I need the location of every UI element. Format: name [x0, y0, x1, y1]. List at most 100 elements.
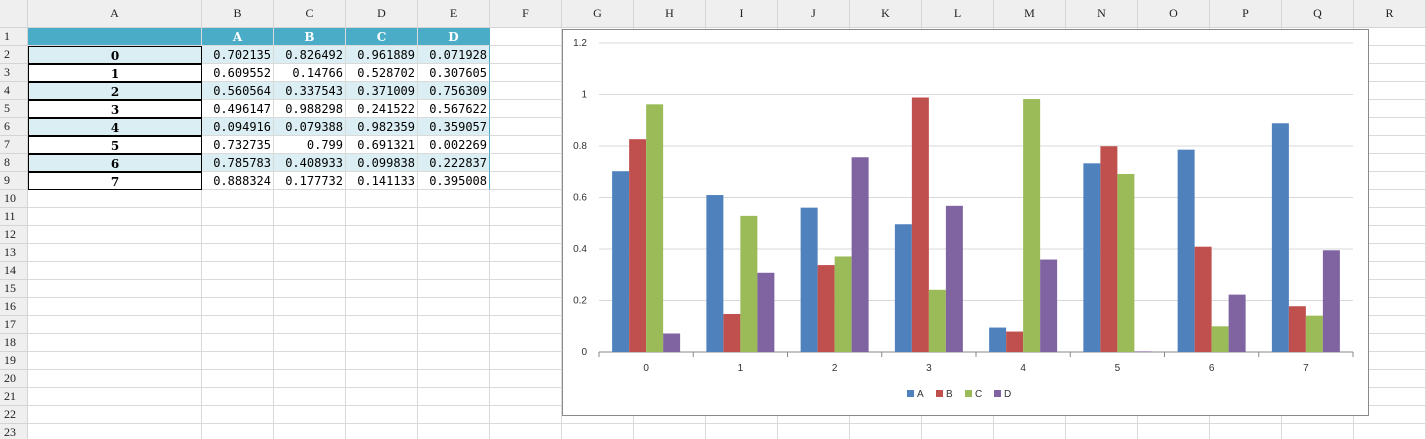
grid-cell[interactable] — [346, 370, 418, 388]
grid-cell[interactable] — [418, 352, 490, 370]
table-value-cell[interactable]: 0.496147 — [202, 100, 274, 118]
grid-cell[interactable] — [28, 226, 202, 244]
grid-cell[interactable] — [418, 424, 490, 439]
table-value-cell[interactable]: 0.071928 — [418, 46, 490, 64]
column-header-l[interactable]: L — [922, 0, 994, 28]
column-header-m[interactable]: M — [994, 0, 1066, 28]
row-header-21[interactable]: 21 — [0, 388, 28, 406]
row-header-19[interactable]: 19 — [0, 352, 28, 370]
grid-cell[interactable] — [28, 388, 202, 406]
row-header-20[interactable]: 20 — [0, 370, 28, 388]
table-index-cell[interactable]: 5 — [28, 136, 202, 154]
grid-cell[interactable] — [490, 154, 562, 172]
grid-cell[interactable] — [28, 298, 202, 316]
table-header-d[interactable]: D — [418, 28, 490, 46]
table-value-cell[interactable]: 0.961889 — [346, 46, 418, 64]
grid-cell[interactable] — [1066, 424, 1138, 439]
table-header-a[interactable]: A — [202, 28, 274, 46]
table-value-cell[interactable]: 0.408933 — [274, 154, 346, 172]
table-value-cell[interactable]: 0.307605 — [418, 64, 490, 82]
table-value-cell[interactable]: 0.988298 — [274, 100, 346, 118]
grid-cell[interactable] — [202, 406, 274, 424]
table-value-cell[interactable]: 0.826492 — [274, 46, 346, 64]
table-index-cell[interactable]: 4 — [28, 118, 202, 136]
row-header-11[interactable]: 11 — [0, 208, 28, 226]
grid-cell[interactable] — [202, 226, 274, 244]
grid-cell[interactable] — [202, 262, 274, 280]
grid-cell[interactable] — [28, 316, 202, 334]
grid-cell[interactable] — [634, 424, 706, 439]
column-header-a[interactable]: A — [28, 0, 202, 28]
row-header-4[interactable]: 4 — [0, 82, 28, 100]
grid-cell[interactable] — [346, 208, 418, 226]
grid-cell[interactable] — [202, 244, 274, 262]
grid-cell[interactable] — [346, 190, 418, 208]
grid-cell[interactable] — [490, 118, 562, 136]
grid-cell[interactable] — [346, 262, 418, 280]
row-header-7[interactable]: 7 — [0, 136, 28, 154]
grid-cell[interactable] — [202, 280, 274, 298]
table-value-cell[interactable]: 0.141133 — [346, 172, 418, 190]
grid-cell[interactable] — [490, 298, 562, 316]
grid-cell[interactable] — [28, 280, 202, 298]
grid-cell[interactable] — [418, 388, 490, 406]
grid-cell[interactable] — [274, 244, 346, 262]
table-value-cell[interactable]: 0.099838 — [346, 154, 418, 172]
column-header-h[interactable]: H — [634, 0, 706, 28]
table-value-cell[interactable]: 0.888324 — [202, 172, 274, 190]
grid-cell[interactable] — [202, 190, 274, 208]
grid-cell[interactable] — [28, 352, 202, 370]
table-header-c[interactable]: C — [346, 28, 418, 46]
column-header-k[interactable]: K — [850, 0, 922, 28]
row-header-22[interactable]: 22 — [0, 406, 28, 424]
row-header-15[interactable]: 15 — [0, 280, 28, 298]
column-header-e[interactable]: E — [418, 0, 490, 28]
column-header-i[interactable]: I — [706, 0, 778, 28]
grid-cell[interactable] — [346, 352, 418, 370]
grid-cell[interactable] — [562, 424, 634, 439]
grid-cell[interactable] — [274, 316, 346, 334]
grid-cell[interactable] — [202, 298, 274, 316]
grid-cell[interactable] — [1354, 424, 1426, 439]
table-value-cell[interactable]: 0.528702 — [346, 64, 418, 82]
table-value-cell[interactable]: 0.982359 — [346, 118, 418, 136]
grid-cell[interactable] — [28, 406, 202, 424]
grid-cell[interactable] — [28, 190, 202, 208]
grid-cell[interactable] — [490, 280, 562, 298]
table-header-index[interactable] — [28, 28, 202, 46]
row-header-16[interactable]: 16 — [0, 298, 28, 316]
grid-cell[interactable] — [490, 334, 562, 352]
grid-cell[interactable] — [418, 280, 490, 298]
bar-chart[interactable]: 0 0.2 0.4 0.6 0.8 1 1.2 0 1 2 3 4 5 6 7 A B C D — [562, 29, 1369, 416]
grid-cell[interactable] — [922, 424, 994, 439]
grid-cell[interactable] — [490, 388, 562, 406]
table-value-cell[interactable]: 0.785783 — [202, 154, 274, 172]
grid-cell[interactable] — [202, 352, 274, 370]
row-header-9[interactable]: 9 — [0, 172, 28, 190]
grid-cell[interactable] — [202, 370, 274, 388]
grid-cell[interactable] — [418, 262, 490, 280]
grid-cell[interactable] — [490, 244, 562, 262]
grid-cell[interactable] — [28, 424, 202, 439]
table-value-cell[interactable]: 0.002269 — [418, 136, 490, 154]
column-header-d[interactable]: D — [346, 0, 418, 28]
table-value-cell[interactable]: 0.560564 — [202, 82, 274, 100]
grid-cell[interactable] — [490, 64, 562, 82]
row-header-13[interactable]: 13 — [0, 244, 28, 262]
grid-cell[interactable] — [418, 370, 490, 388]
grid-cell[interactable] — [28, 208, 202, 226]
row-header-1[interactable]: 1 — [0, 28, 28, 46]
grid-cell[interactable] — [274, 334, 346, 352]
grid-cell[interactable] — [274, 424, 346, 439]
grid-cell[interactable] — [202, 208, 274, 226]
grid-cell[interactable] — [490, 316, 562, 334]
grid-cell[interactable] — [490, 190, 562, 208]
grid-cell[interactable] — [274, 226, 346, 244]
grid-cell[interactable] — [1282, 424, 1354, 439]
column-header-j[interactable]: J — [778, 0, 850, 28]
grid-cell[interactable] — [490, 28, 562, 46]
row-header-8[interactable]: 8 — [0, 154, 28, 172]
table-index-cell[interactable]: 0 — [28, 46, 202, 64]
grid-cell[interactable] — [490, 46, 562, 64]
grid-cell[interactable] — [490, 424, 562, 439]
